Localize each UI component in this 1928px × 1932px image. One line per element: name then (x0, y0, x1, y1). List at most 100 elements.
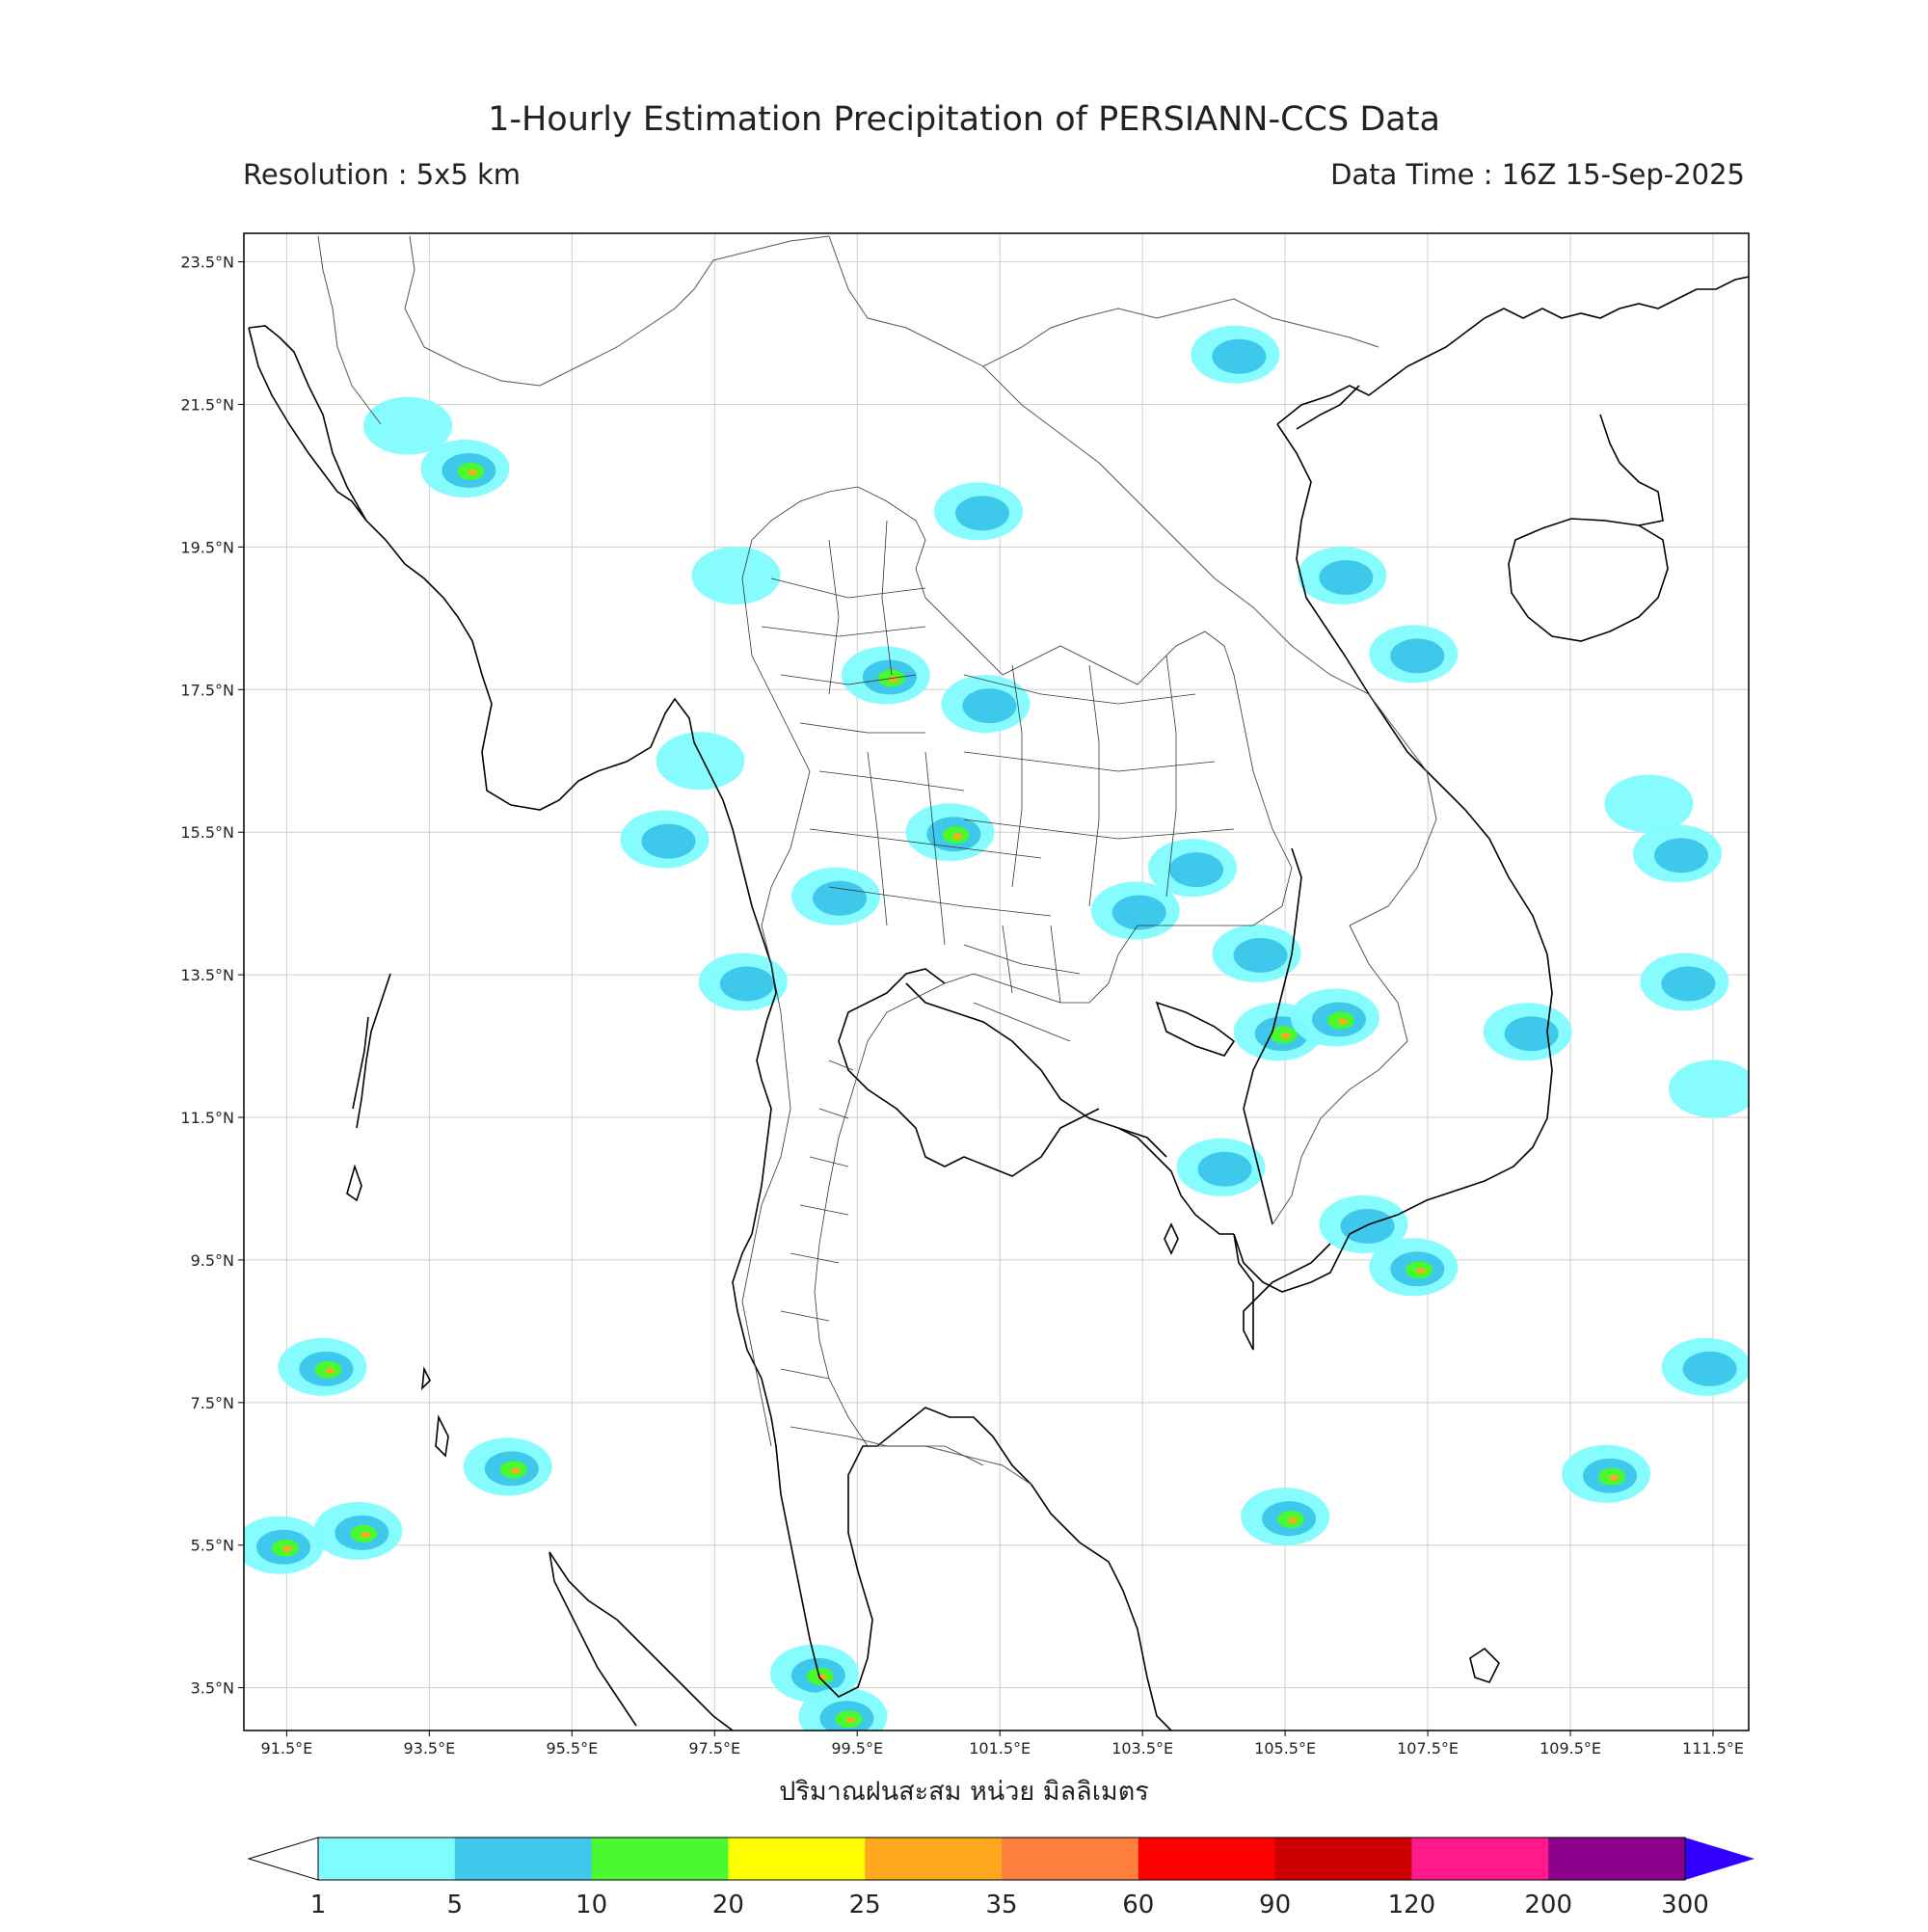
rain-cell-light (691, 546, 781, 604)
andaman-north (356, 973, 391, 1129)
thailand-west-border (741, 539, 811, 1447)
lat-tick-label: 15.5°N (180, 823, 234, 842)
nicobar-2 (420, 1366, 431, 1391)
rain-cell-core (361, 1531, 371, 1538)
lon-tick-label: 91.5°E (261, 1739, 313, 1758)
rain-cell-moderate (1197, 1151, 1252, 1187)
lat-tick-label: 13.5°N (180, 966, 234, 984)
border-china-laos-vietnam (828, 235, 1379, 367)
rain-cell-core (888, 676, 898, 683)
border-cambodia-vietnam (1272, 925, 1408, 1225)
rain-cell-moderate (1654, 838, 1709, 873)
lon-tick-label: 109.5°E (1540, 1739, 1601, 1758)
lat-tick-label: 9.5°N (191, 1251, 234, 1270)
data-time-label: Data Time : 16Z 15-Sep-2025 (1330, 158, 1745, 191)
rain-cell-core (1288, 1517, 1299, 1524)
rain-cell-core (325, 1367, 335, 1374)
hainan-island (1508, 518, 1669, 642)
peninsula-east-coast (838, 968, 1100, 1177)
rain-cell-moderate (641, 823, 696, 859)
tonle-sap (1155, 1001, 1236, 1057)
rain-cell-moderate (1212, 338, 1267, 374)
gulf-thailand-coast (905, 982, 1167, 1158)
rain-cell-moderate (1319, 559, 1374, 595)
gulf-tonkin-coast (1296, 385, 1360, 430)
bay-bengal-coast-north (248, 327, 367, 522)
province-grid-central (809, 751, 1052, 946)
rain-cell-core (281, 1545, 292, 1552)
rain-cell-light (1669, 1060, 1749, 1118)
rain-cell-light (1604, 774, 1694, 833)
province-grid-east (963, 925, 1081, 1042)
lat-tick-label: 19.5°N (180, 538, 234, 556)
rain-cell-moderate (1233, 937, 1288, 973)
sumatra-inner (549, 1551, 637, 1727)
rain-cell-core (510, 1467, 521, 1474)
lon-tick-label: 93.5°E (403, 1739, 455, 1758)
vietnam-coast (1233, 423, 1553, 1293)
lon-tick-label: 101.5°E (969, 1739, 1031, 1758)
rain-cell-moderate (1661, 966, 1716, 1002)
country-borders-layer (317, 235, 1437, 1486)
nicobar-1 (435, 1414, 449, 1458)
lat-tick-label: 7.5°N (191, 1394, 234, 1412)
lon-tick-label: 103.5°E (1111, 1739, 1173, 1758)
lat-tick-label: 21.5°N (180, 395, 234, 414)
province-grid-south (780, 1060, 854, 1437)
lon-tick-label: 97.5°E (688, 1739, 740, 1758)
rain-cell-core (1337, 1018, 1348, 1025)
province-grid-northeast (963, 655, 1235, 907)
rain-cell-moderate (1340, 1208, 1395, 1244)
thailand-outline (751, 486, 1293, 1466)
map-title: 1-Hourly Estimation Precipitation of PER… (488, 100, 1440, 139)
lon-tick-label: 111.5°E (1682, 1739, 1744, 1758)
rain-cell-moderate (962, 688, 1017, 724)
lon-tick-label: 105.5°E (1254, 1739, 1316, 1758)
china-south-coast (1276, 276, 1749, 425)
border-thailand-malaysia (847, 1436, 1032, 1486)
phuquoc-island (1164, 1222, 1179, 1255)
province-boundaries (741, 486, 1293, 1466)
lat-tick-label: 11.5°N (180, 1109, 234, 1127)
border-myanmar-bangladesh (317, 235, 382, 425)
borneo-tip (1469, 1647, 1500, 1683)
rain-cell-core (1280, 1033, 1291, 1039)
lat-tick-label: 3.5°N (191, 1679, 234, 1698)
border-china-myanmar (404, 235, 830, 387)
rain-cell-core (952, 833, 963, 840)
rain-cell-moderate (1504, 1016, 1559, 1052)
cambodia-coast (1117, 1127, 1234, 1235)
sumatra-coast (549, 1551, 734, 1731)
lat-tick-label: 5.5°N (191, 1537, 234, 1555)
rain-cell-light (363, 396, 453, 455)
lon-tick-label: 95.5°E (546, 1739, 598, 1758)
rain-cell-moderate (1682, 1351, 1737, 1386)
rain-cell-moderate (1111, 895, 1166, 930)
rain-cell-moderate (955, 496, 1010, 531)
axis-ticks: 23.5°N 21.5°N 19.5°N 17.5°N 15.5°N 13.5°N 11.5… (180, 254, 1744, 1758)
mekong-river (1243, 847, 1302, 1225)
coastline-layer (248, 276, 1749, 1731)
lon-tick-label: 107.5°E (1397, 1739, 1459, 1758)
rain-layer (244, 325, 1749, 1731)
andaman-middle (352, 1016, 369, 1110)
rain-cell-moderate (1390, 638, 1445, 674)
lon-tick-label: 99.5°E (831, 1739, 883, 1758)
province-grid-north (761, 520, 926, 734)
border-laos-vietnam (982, 365, 1437, 926)
rain-cell-moderate (813, 880, 868, 916)
resolution-label: Resolution : 5x5 km (243, 158, 522, 191)
rain-cell-moderate (719, 966, 774, 1002)
mekong-delta-coast (1233, 1233, 1331, 1351)
rain-cell-core (1609, 1474, 1620, 1481)
rain-cell-core (845, 1717, 856, 1724)
little-andaman (346, 1164, 362, 1202)
rain-cell-core (468, 470, 478, 476)
colorbar-title: ปริมาณฝนสะสม หน่วย มิลลิเมตร (779, 1777, 1149, 1807)
lat-tick-label: 17.5°N (180, 681, 234, 699)
lat-tick-label: 23.5°N (180, 254, 234, 272)
rain-cell-moderate (1168, 852, 1223, 888)
leizhou-peninsula (1599, 414, 1664, 526)
